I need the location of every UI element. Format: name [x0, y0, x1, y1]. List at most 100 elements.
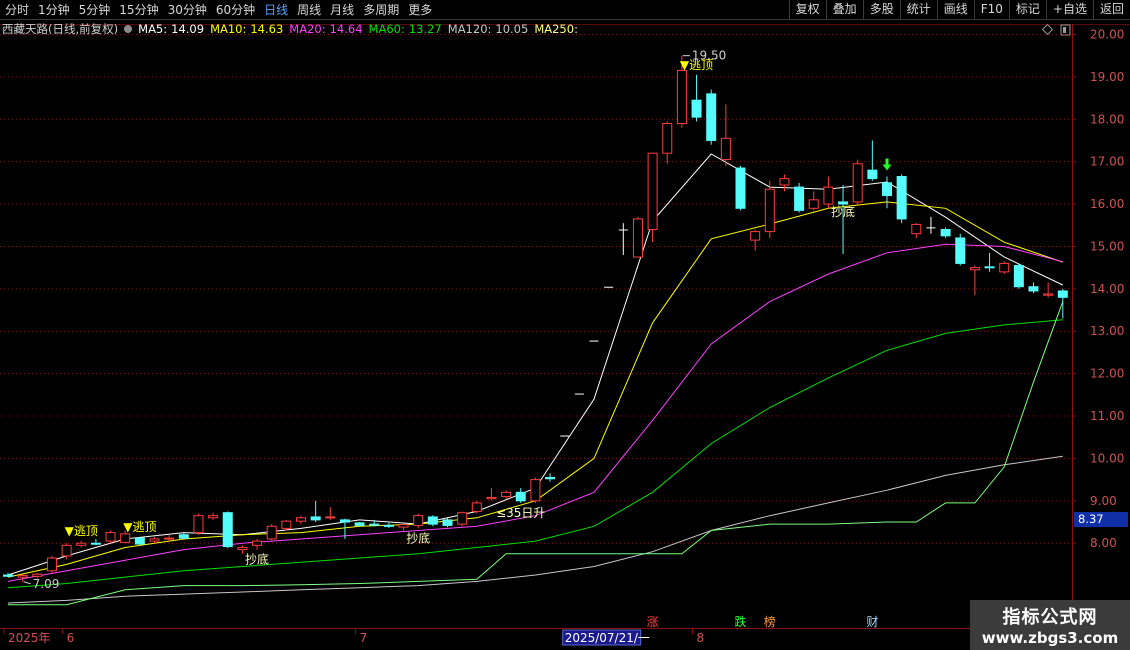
signal-arrow: [882, 158, 892, 171]
tool-button[interactable]: 多股: [862, 0, 900, 19]
candle-body: [1043, 293, 1054, 296]
candle-body: [369, 523, 380, 526]
candle-body: [3, 574, 13, 577]
tool-button[interactable]: F10: [973, 0, 1009, 19]
period-tab[interactable]: 月线: [330, 3, 355, 17]
event-label: 跌: [734, 614, 746, 629]
cursor-date-box: [562, 629, 642, 646]
candle-body: [560, 435, 570, 437]
candle-body: [134, 537, 145, 545]
period-tab[interactable]: 日线: [264, 3, 289, 17]
legend-icon: [124, 25, 133, 33]
candle-body: [926, 227, 936, 229]
candle-body: [662, 123, 673, 154]
tool-button[interactable]: 标记: [1008, 0, 1046, 19]
period-tab[interactable]: 更多: [408, 3, 433, 17]
ma-line: [7, 243, 1063, 582]
signal-label: ▼逃顶: [680, 58, 713, 72]
y-tick-label: 18.00: [1090, 112, 1124, 126]
candle-body: [1028, 286, 1039, 292]
y-tick-label: 16.00: [1090, 197, 1124, 211]
candle-body: [354, 522, 365, 526]
candle-body: [882, 182, 892, 197]
candle-body: [339, 519, 350, 523]
candle-body: [911, 223, 922, 235]
extreme-label: 19.50: [692, 49, 726, 63]
candle-body: [1013, 265, 1024, 288]
candle-body: [632, 218, 643, 258]
candle-body: [940, 228, 951, 237]
period-tab[interactable]: 5分钟: [78, 3, 111, 17]
y-tick-label: 15.00: [1090, 239, 1124, 253]
period-tab[interactable]: 多周期: [363, 3, 400, 17]
legend-name: MA60:: [368, 22, 405, 36]
tool-button[interactable]: 画线: [936, 0, 974, 19]
candle-body: [647, 152, 658, 230]
watermark-title: 指标公式网: [1002, 607, 1098, 628]
candle-body: [222, 512, 233, 548]
candle-body: [237, 546, 248, 551]
candle-body: [442, 519, 453, 526]
signal-label: 抄底: [406, 530, 430, 545]
candle-body: [867, 169, 878, 180]
tool-button[interactable]: 叠加: [825, 0, 863, 19]
candle-body: [574, 393, 584, 395]
y-tick-label: 8.00: [1090, 536, 1117, 550]
candle-body: [604, 286, 614, 288]
candle-body: [720, 137, 731, 161]
candle-body: [281, 520, 292, 529]
candle-body: [457, 512, 468, 525]
candle-body: [46, 557, 57, 572]
period-tab[interactable]: 分时: [5, 3, 30, 17]
period-tab[interactable]: 1分钟: [38, 3, 70, 17]
candle-body: [852, 163, 863, 203]
event-label: 财: [866, 615, 878, 629]
candle-body: [589, 340, 599, 342]
tool-button[interactable]: 复权: [788, 0, 826, 19]
ma-line: [8, 301, 1064, 606]
legend-name: MA5:: [138, 22, 168, 36]
candle-body: [501, 491, 512, 498]
candle-body: [896, 176, 907, 220]
legend-entry: MA250:: [534, 22, 578, 36]
signal-label: ▼逃顶: [123, 520, 156, 534]
candle-body: [750, 231, 761, 241]
tool-button[interactable]: +自选: [1045, 0, 1093, 19]
signal-label: ▼逃顶: [65, 524, 98, 538]
y-tick-label: 13.00: [1090, 324, 1124, 338]
period-tab[interactable]: 15分钟: [119, 3, 159, 17]
cursor-date: 2025/07/21/一: [565, 631, 650, 645]
candle-body: [471, 502, 482, 512]
candle-body: [325, 516, 336, 519]
candle-body: [413, 515, 424, 526]
candle-body: [208, 515, 219, 519]
legend-entry: MA10: 14.63: [210, 22, 283, 36]
tool-button[interactable]: 统计: [899, 0, 937, 19]
legend-entry: MA5: 14.09: [138, 22, 204, 36]
period-tab[interactable]: 60分钟: [215, 3, 256, 17]
ma-line: [7, 319, 1063, 589]
candle-body: [1057, 290, 1068, 298]
legend-entry: MA60: 13.27: [369, 22, 442, 36]
tool-button[interactable]: 返回: [1092, 0, 1130, 19]
legend-value: 14.09: [171, 22, 205, 36]
signal-label: 抄底: [831, 204, 855, 219]
candle-body: [969, 267, 980, 271]
candle-body: [17, 574, 28, 578]
candle-body: [193, 515, 204, 534]
candle-body: [120, 533, 131, 543]
period-tab[interactable]: 周线: [297, 3, 322, 17]
candle-body: [530, 479, 541, 502]
candle-body: [398, 524, 409, 528]
candle-body: [76, 542, 87, 546]
candle-body: [691, 99, 702, 118]
y-tick-label: 12.00: [1090, 367, 1124, 381]
x-tick-label: 7: [360, 631, 368, 645]
signal-label: ≤35日升: [496, 506, 545, 520]
period-tab[interactable]: 30分钟: [167, 3, 207, 17]
extreme-label: 7.09: [33, 577, 60, 591]
candle-body: [779, 178, 790, 186]
x-tick-label: 6: [67, 631, 75, 645]
